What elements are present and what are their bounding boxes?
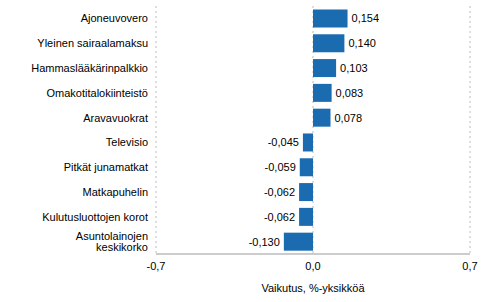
svg-text:-0,045: -0,045	[268, 136, 299, 148]
svg-text:0,154: 0,154	[352, 12, 380, 24]
svg-text:Asuntolainojenkeskikorko: Asuntolainojenkeskikorko	[76, 230, 148, 253]
svg-text:Kulutusluottojen korot: Kulutusluottojen korot	[42, 211, 148, 223]
svg-text:-0,059: -0,059	[265, 161, 296, 173]
svg-text:0,103: 0,103	[340, 62, 368, 74]
svg-text:Ajoneuvovero: Ajoneuvovero	[81, 12, 148, 24]
svg-text:Televisio: Televisio	[106, 136, 148, 148]
svg-text:-0,130: -0,130	[249, 236, 280, 248]
svg-text:0,7: 0,7	[462, 260, 477, 272]
svg-text:-0,7: -0,7	[147, 260, 166, 272]
svg-text:0,083: 0,083	[336, 87, 364, 99]
svg-text:Aravavuokrat: Aravavuokrat	[83, 112, 148, 124]
svg-text:-0,062: -0,062	[264, 186, 295, 198]
svg-text:Hammaslääkärinpalkkio: Hammaslääkärinpalkkio	[31, 62, 148, 74]
svg-text:Matkapuhelin: Matkapuhelin	[83, 186, 148, 198]
svg-text:0,0: 0,0	[305, 260, 320, 272]
svg-text:0,140: 0,140	[348, 37, 376, 49]
svg-text:Omakotitalokiinteistö: Omakotitalokiinteistö	[47, 87, 149, 99]
svg-text:Pitkät junamatkat: Pitkät junamatkat	[64, 161, 148, 173]
svg-text:-0,062: -0,062	[264, 211, 295, 223]
svg-text:Yleinen sairaalamaksu: Yleinen sairaalamaksu	[37, 37, 148, 49]
svg-text:Vaikutus, %-yksikköä: Vaikutus, %-yksikköä	[261, 282, 365, 294]
svg-text:0,078: 0,078	[334, 112, 362, 124]
